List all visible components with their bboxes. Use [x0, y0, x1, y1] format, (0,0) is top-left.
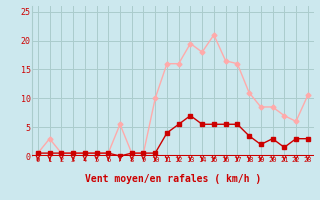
X-axis label: Vent moyen/en rafales ( km/h ): Vent moyen/en rafales ( km/h ): [85, 174, 261, 184]
